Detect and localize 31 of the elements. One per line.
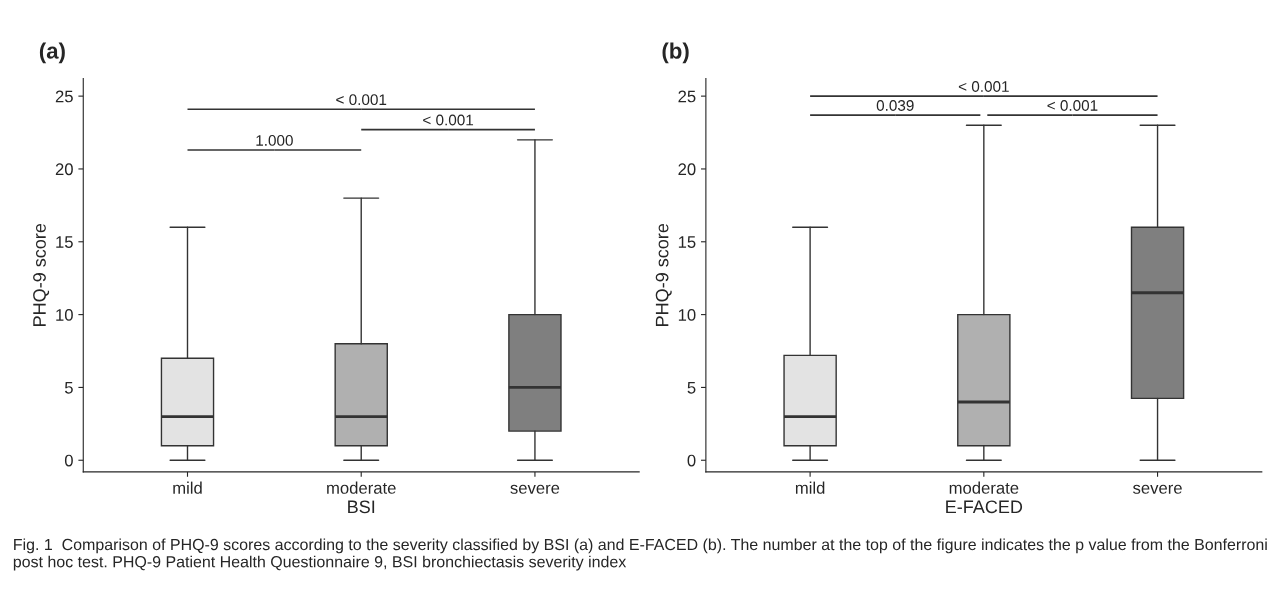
chart-title: (b): [662, 42, 689, 64]
caption: Fig. 1 Comparison of PHQ-9 scores according to the severity classified by BSI (a) and E-FACED (b). The number at the top of the figure indicates the p value from the Bonferroni post hoc test. PHQ-9 Patient Health Questionnaire 9, BSI bronchiectasis severity index: [13, 538, 1267, 571]
chart-title: (a): [39, 42, 65, 64]
x-tick-label: severe: [1133, 484, 1182, 494]
y-tick-label: 15: [678, 236, 696, 248]
x-axis-title: E-FACED: [946, 500, 1023, 514]
x-tick-label: severe: [510, 484, 560, 494]
annotation: 1.000: [256, 135, 293, 146]
annotation: 0.039: [876, 100, 914, 111]
y-tick-label: 0: [687, 454, 696, 467]
y-tick-label: 15: [56, 236, 73, 248]
x-tick-label: moderate: [949, 481, 1019, 494]
annotation: < 0.001: [1047, 100, 1098, 111]
annotation: < 0.001: [423, 114, 474, 126]
y-tick-label: 0: [64, 454, 73, 467]
x-tick-label: mild: [173, 481, 202, 494]
annotation: < 0.001: [336, 94, 387, 106]
y-tick-label: 5: [64, 382, 73, 394]
y-tick-label: 25: [678, 90, 696, 103]
y-tick-label: 5: [687, 382, 696, 394]
x-tick-label: moderate: [327, 481, 396, 494]
y-tick-label: 10: [56, 309, 73, 321]
annotation: < 0.001: [958, 81, 1009, 92]
y-axis-title: PHQ-9 score: [33, 223, 50, 326]
y-tick-label: 20: [55, 163, 73, 176]
y-tick-label: 25: [55, 90, 73, 103]
y-tick-label: 10: [678, 309, 696, 321]
y-tick-label: 20: [678, 163, 696, 176]
x-axis-title: BSI: [348, 500, 375, 514]
x-tick-label: mild: [795, 481, 825, 494]
y-axis-title: PHQ-9 score: [655, 223, 672, 326]
